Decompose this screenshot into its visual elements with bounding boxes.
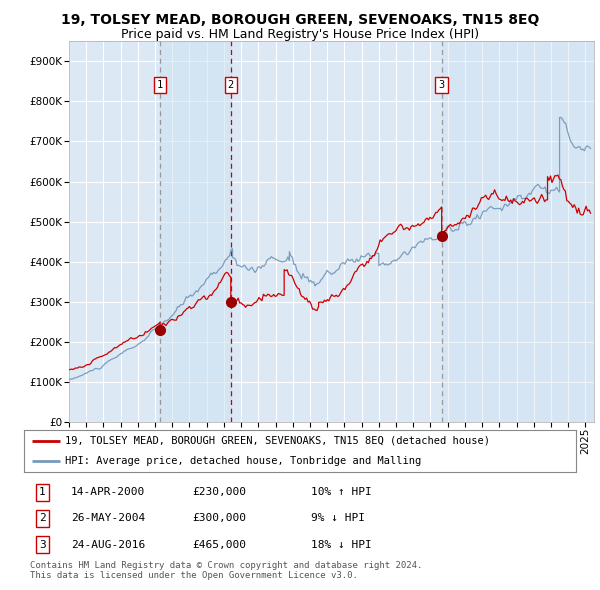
- Text: Price paid vs. HM Land Registry's House Price Index (HPI): Price paid vs. HM Land Registry's House …: [121, 28, 479, 41]
- Text: 26-MAY-2004: 26-MAY-2004: [71, 513, 145, 523]
- Text: £230,000: £230,000: [193, 487, 247, 497]
- Text: 19, TOLSEY MEAD, BOROUGH GREEN, SEVENOAKS, TN15 8EQ: 19, TOLSEY MEAD, BOROUGH GREEN, SEVENOAK…: [61, 13, 539, 27]
- Text: 3: 3: [439, 80, 445, 90]
- Text: £465,000: £465,000: [193, 539, 247, 549]
- Text: 2: 2: [227, 80, 234, 90]
- Text: £300,000: £300,000: [193, 513, 247, 523]
- Text: Contains HM Land Registry data © Crown copyright and database right 2024.
This d: Contains HM Land Registry data © Crown c…: [30, 560, 422, 580]
- Text: 18% ↓ HPI: 18% ↓ HPI: [311, 539, 372, 549]
- Text: 2: 2: [39, 513, 46, 523]
- Text: HPI: Average price, detached house, Tonbridge and Malling: HPI: Average price, detached house, Tonb…: [65, 455, 422, 466]
- Text: 3: 3: [39, 539, 46, 549]
- Text: 9% ↓ HPI: 9% ↓ HPI: [311, 513, 365, 523]
- Bar: [160, 41, 231, 422]
- Text: 1: 1: [157, 80, 163, 90]
- Text: 24-AUG-2016: 24-AUG-2016: [71, 539, 145, 549]
- Text: 19, TOLSEY MEAD, BOROUGH GREEN, SEVENOAKS, TN15 8EQ (detached house): 19, TOLSEY MEAD, BOROUGH GREEN, SEVENOAK…: [65, 436, 490, 446]
- Text: 14-APR-2000: 14-APR-2000: [71, 487, 145, 497]
- Bar: [442, 41, 594, 422]
- Text: 10% ↑ HPI: 10% ↑ HPI: [311, 487, 372, 497]
- Text: 1: 1: [39, 487, 46, 497]
